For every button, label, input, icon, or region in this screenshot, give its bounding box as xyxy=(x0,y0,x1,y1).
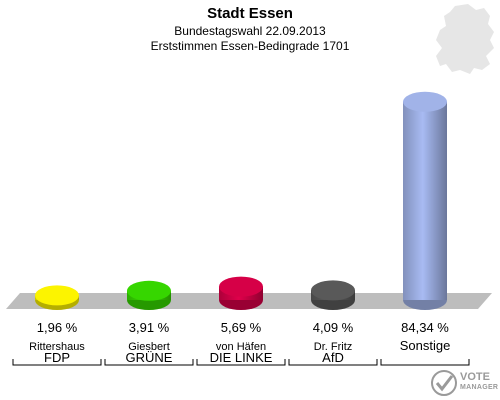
candidate-label: Giesbert xyxy=(128,341,170,353)
bar-body xyxy=(403,101,447,301)
bar-fdp xyxy=(35,285,79,310)
bar-top xyxy=(219,276,263,297)
value-label: 1,96 % xyxy=(37,320,78,335)
watermark-line1: VOTE xyxy=(460,371,490,383)
category-bracket xyxy=(196,359,286,366)
party-label: DIE LINKE xyxy=(210,350,273,365)
chart-title: Stadt Essen xyxy=(207,5,293,22)
value-label: 3,91 % xyxy=(129,320,170,335)
value-label: 5,69 % xyxy=(221,320,262,335)
value-label: 84,34 % xyxy=(401,320,449,335)
bar-top xyxy=(35,285,79,306)
bar-top xyxy=(403,91,447,112)
party-label: GRÜNE xyxy=(126,350,173,365)
party-label: AfD xyxy=(322,350,344,365)
candidate-label: von Häfen xyxy=(216,341,266,353)
watermark-line2: MANAGER xyxy=(460,384,499,391)
value-label: 4,09 % xyxy=(313,320,354,335)
party-label: Sonstige xyxy=(400,338,451,353)
chart-subtitle-district: Erststimmen Essen-Bedingrade 1701 xyxy=(150,39,350,53)
bar-sonstige xyxy=(403,91,447,310)
bar-afd xyxy=(311,280,355,310)
candidate-label: Rittershaus xyxy=(29,341,85,353)
category-bracket xyxy=(380,359,470,366)
category-bracket xyxy=(104,359,194,366)
candidate-label: Dr. Fritz xyxy=(314,341,353,353)
germany-map-icon xyxy=(436,4,494,74)
ballot-check-icon xyxy=(431,370,457,396)
category-bracket xyxy=(12,359,102,366)
party-label: FDP xyxy=(44,350,70,365)
bar-top xyxy=(311,280,355,301)
category-bracket xyxy=(288,359,378,366)
bar-grüne xyxy=(127,280,171,310)
bar-top xyxy=(127,280,171,301)
vote-manager-logo: VOTE MANAGER xyxy=(430,368,500,398)
chart-subtitle-date: Bundestagswahl 22.09.2013 xyxy=(174,24,326,38)
bar-die-linke xyxy=(219,276,263,310)
